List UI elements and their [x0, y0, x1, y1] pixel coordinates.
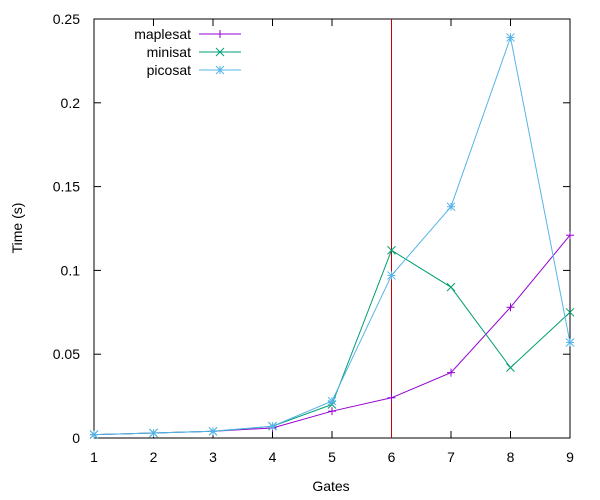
x-tick-label: 2 — [150, 449, 158, 465]
series-line-minisat — [93, 249, 571, 436]
legend-label: picosat — [147, 62, 191, 78]
legend-item-maplesat: maplesat — [134, 26, 241, 42]
data-point-picosat — [327, 396, 337, 406]
marker-stroke — [215, 47, 225, 57]
y-axis-title: Time (s) — [9, 203, 25, 254]
x-axis-title: Gates — [312, 478, 349, 494]
y-axis: 0 0.05 0.1 0.15 0.2 0.25 — [53, 11, 570, 446]
data-point-maplesat — [328, 407, 336, 416]
y-tick-label: 0.25 — [53, 11, 80, 27]
marker-stroke — [446, 202, 456, 212]
marker-stroke — [565, 338, 575, 347]
data-point-picosat — [506, 33, 515, 42]
data-point-maplesat — [387, 393, 396, 402]
marker-stroke — [565, 307, 575, 317]
y-tick-label: 0 — [72, 430, 80, 446]
series-layer — [89, 33, 575, 440]
data-point-picosat — [89, 430, 99, 440]
legend-marker — [215, 47, 225, 57]
y-tick-label: 0.2 — [61, 95, 81, 111]
y-tick-label: 0.1 — [61, 262, 81, 278]
series-picosat — [89, 33, 575, 440]
data-point-minisat — [565, 307, 575, 317]
data-point-minisat — [387, 245, 396, 255]
x-tick-label: 5 — [328, 449, 336, 465]
plot-area — [93, 18, 571, 439]
data-point-picosat — [149, 428, 158, 438]
marker-stroke — [327, 396, 337, 406]
legend-label: maplesat — [134, 26, 191, 42]
legend-label: minisat — [147, 44, 191, 60]
data-point-picosat — [268, 421, 277, 431]
x-tick-label: 4 — [269, 449, 277, 465]
marker-stroke — [268, 421, 277, 431]
data-point-picosat — [387, 271, 396, 280]
legend-item-picosat: picosat — [147, 62, 241, 78]
data-point-minisat — [506, 363, 515, 372]
legend: maplesat minisat picosat — [134, 26, 241, 78]
data-point-minisat — [446, 282, 456, 292]
marker-stroke — [208, 426, 218, 436]
x-tick-label: 9 — [566, 449, 574, 465]
y-tick-label: 0.15 — [53, 179, 80, 195]
x-tick-label: 1 — [90, 449, 98, 465]
marker-stroke — [506, 33, 515, 42]
x-tick-label: 8 — [507, 449, 515, 465]
legend-marker — [215, 65, 225, 75]
data-point-picosat — [565, 338, 575, 347]
data-point-picosat — [208, 426, 218, 436]
marker-stroke — [506, 363, 515, 372]
x-tick-label: 6 — [388, 449, 396, 465]
y-tick-label: 0.05 — [53, 346, 80, 362]
legend-item-minisat: minisat — [147, 44, 241, 60]
series-maplesat — [90, 231, 574, 439]
marker-stroke — [387, 245, 396, 255]
data-point-maplesat — [447, 368, 455, 377]
plot-border — [93, 18, 571, 439]
data-point-maplesat — [506, 303, 515, 312]
marker-stroke — [149, 428, 158, 438]
x-tick-label: 7 — [447, 449, 455, 465]
marker-stroke — [215, 65, 225, 75]
marker-stroke — [387, 271, 396, 280]
marker-stroke — [446, 282, 456, 292]
series-line-picosat — [93, 35, 571, 436]
data-point-maplesat — [566, 231, 574, 240]
marker-stroke — [89, 430, 99, 440]
legend-marker — [216, 30, 224, 38]
x-tick-label: 3 — [209, 449, 217, 465]
data-point-picosat — [446, 202, 456, 212]
